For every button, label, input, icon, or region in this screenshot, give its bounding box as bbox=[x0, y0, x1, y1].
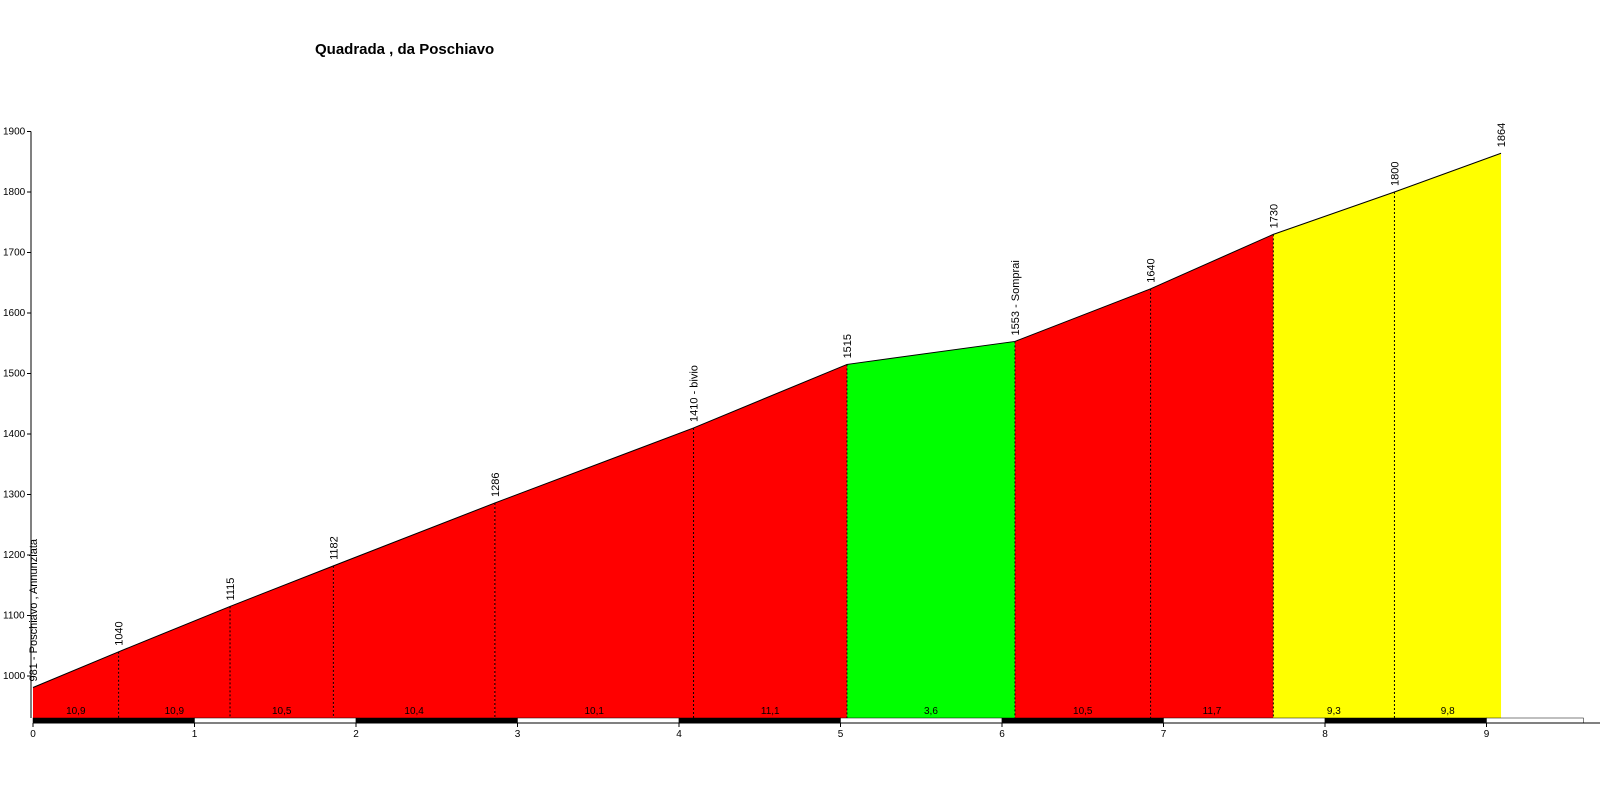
elevation-segment bbox=[1014, 288, 1151, 718]
elevation-segment bbox=[1273, 192, 1395, 718]
gradient-label: 9,8 bbox=[1441, 706, 1455, 717]
x-tick-label: 2 bbox=[353, 729, 359, 740]
y-tick-label: 1500 bbox=[3, 369, 26, 380]
point-labels: 981 - Poschiavo , Annunziata 1040 1115 1182… bbox=[28, 123, 1508, 682]
x-tick-label: 1 bbox=[192, 729, 198, 740]
elevation-segment bbox=[846, 341, 1015, 718]
y-tick-label: 1700 bbox=[3, 248, 26, 259]
elevation-segment bbox=[1394, 153, 1502, 718]
distance-scale-bar bbox=[32, 717, 1584, 724]
x-tick-label: 5 bbox=[838, 729, 844, 740]
point-label: 1800 bbox=[1389, 162, 1401, 186]
gradient-label: 10,5 bbox=[272, 706, 292, 717]
axes: 1000 1100 1200 1300 1400 1500 1600 1700 1800 1900… bbox=[3, 127, 1600, 740]
y-tick-label: 1100 bbox=[3, 611, 25, 622]
scale-bar-block bbox=[32, 717, 195, 724]
y-tick-label: 1200 bbox=[3, 550, 26, 561]
gradient-label: 10,9 bbox=[66, 706, 86, 717]
segment-dividers bbox=[118, 192, 1395, 718]
elevation-segment bbox=[1150, 234, 1274, 718]
x-tick-label: 7 bbox=[1161, 729, 1167, 740]
x-tick-label: 9 bbox=[1484, 729, 1490, 740]
point-label: 1115 bbox=[225, 578, 237, 601]
gradient-label: 11,7 bbox=[1203, 706, 1222, 717]
gradient-label: 10,9 bbox=[165, 706, 185, 717]
elevation-segment bbox=[333, 502, 495, 718]
point-label: 1640 bbox=[1146, 258, 1158, 282]
scale-bar-block bbox=[1163, 717, 1326, 724]
scale-bar-block bbox=[517, 717, 680, 724]
gradient-label: 3,6 bbox=[924, 706, 938, 717]
scale-bar-block bbox=[1324, 717, 1487, 724]
y-tick-label: 1400 bbox=[3, 429, 26, 440]
x-tick-label: 6 bbox=[999, 729, 1005, 740]
y-tick-label: 1900 bbox=[3, 127, 26, 138]
point-label: 1864 bbox=[1496, 123, 1508, 147]
scale-bar-block bbox=[840, 717, 1003, 724]
gradient-label: 10,4 bbox=[404, 706, 424, 717]
elevation-segments bbox=[33, 153, 1502, 718]
x-tick-label: 4 bbox=[676, 729, 682, 740]
gradient-label: 9,3 bbox=[1327, 706, 1341, 717]
elevation-segment bbox=[230, 565, 334, 718]
scale-bar-block bbox=[194, 717, 357, 724]
point-label: 1182 bbox=[328, 536, 340, 560]
y-tick-label: 1300 bbox=[3, 490, 26, 501]
point-label: 981 - Poschiavo , Annunziata bbox=[28, 538, 40, 681]
point-label: 1040 bbox=[114, 621, 126, 645]
scale-bar-block bbox=[1486, 717, 1584, 724]
point-label: 1730 bbox=[1268, 204, 1280, 228]
x-tick-label: 8 bbox=[1322, 729, 1328, 740]
y-tick-label: 1000 bbox=[3, 671, 26, 682]
point-label: 1553 - Somprai bbox=[1010, 260, 1022, 335]
gradient-label: 10,5 bbox=[1073, 706, 1093, 717]
point-label: 1515 bbox=[842, 334, 854, 358]
gradient-label: 10,1 bbox=[584, 706, 604, 717]
elevation-segment bbox=[33, 651, 119, 718]
y-tick-label: 1600 bbox=[3, 308, 26, 319]
point-label: 1286 bbox=[490, 472, 502, 496]
scale-bar-block bbox=[1001, 717, 1164, 724]
point-label: 1410 - bivio bbox=[689, 365, 701, 422]
gradient-label: 11,1 bbox=[761, 706, 780, 717]
profile-line bbox=[32, 152, 1502, 688]
x-tick-label: 0 bbox=[30, 729, 36, 740]
profile-outline bbox=[32, 152, 1502, 688]
gradient-labels: 10,9 10,9 10,5 10,4 10,1 11,1 3,6 10,5 11,7 9,3 9,… bbox=[66, 706, 1455, 717]
y-tick-label: 1800 bbox=[3, 187, 26, 198]
elevation-segment bbox=[494, 427, 694, 718]
scale-bar-block bbox=[678, 717, 841, 724]
scale-bar-block bbox=[355, 717, 518, 724]
chart-title: Quadrada , da Poschiavo bbox=[315, 41, 494, 58]
elevation-segment bbox=[693, 364, 847, 718]
elevation-segment bbox=[118, 606, 231, 718]
x-tick-label: 3 bbox=[515, 729, 521, 740]
